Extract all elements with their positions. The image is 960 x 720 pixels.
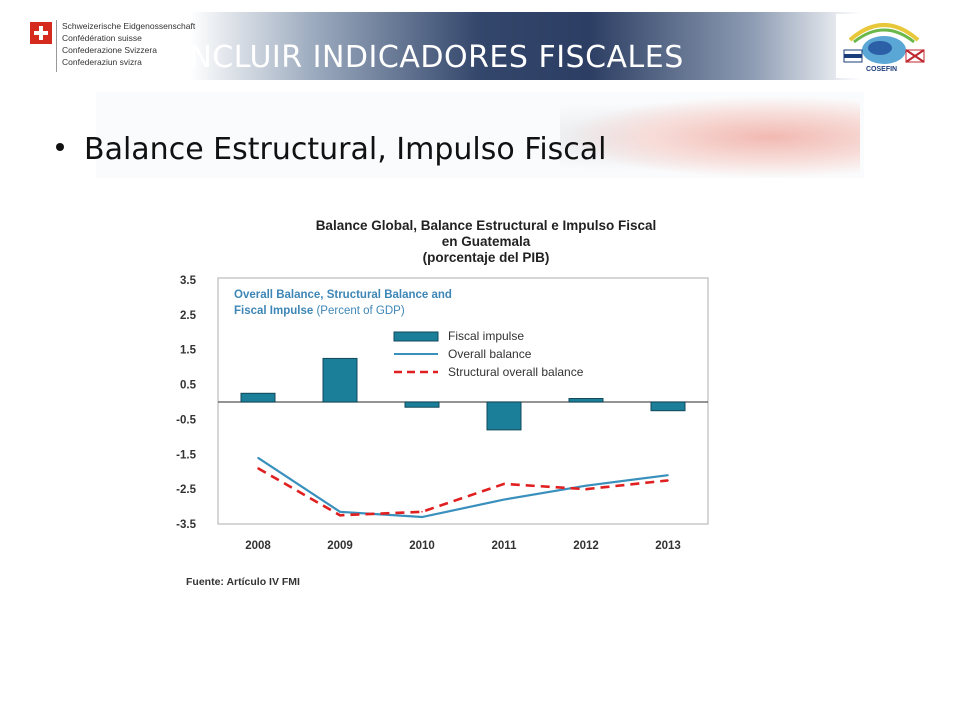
bar-fiscal-impulse (486, 401, 522, 431)
point-overall-balance (339, 511, 341, 513)
inner-title-note: (Percent of GDP) (316, 305, 404, 317)
legend: Fiscal impulse Overall balance Structura… (393, 329, 584, 379)
chart-title-line-1: Balance Global, Balance Estructural e Im… (316, 218, 657, 233)
line-overall-balance (257, 456, 669, 519)
x-tick-label: 2013 (655, 540, 681, 552)
cosefin-logo-icon (843, 23, 925, 64)
chart-svg: Balance Global, Balance Estructural e Im… (176, 218, 709, 588)
y-tick-label: 3.5 (180, 275, 197, 287)
header-band (26, 12, 934, 80)
header-divider (56, 20, 57, 72)
bar-fiscal-impulse (650, 401, 686, 412)
inner-title-line-2: Fiscal Impulse (Percent of GDP) (234, 305, 405, 317)
slide-title: INCLUIR INDICADORES FISCALES (180, 40, 684, 75)
x-tick-label: 2008 (245, 540, 271, 552)
swiss-name-it: Confederazione Svizzera (62, 45, 157, 55)
x-tick-label: 2012 (573, 540, 599, 552)
bullet-dot-icon (56, 142, 64, 151)
y-tick-label: 1.5 (180, 345, 197, 357)
y-tick-label: -3.5 (176, 519, 196, 531)
background-map-image (560, 96, 860, 178)
point-overall-balance (503, 498, 505, 501)
line-structural-balance (257, 467, 669, 517)
bullet-text: Balance Estructural, Impulso Fiscal (84, 132, 607, 167)
inner-title-line-1: Overall Balance, Structural Balance and (234, 289, 452, 301)
bar-fiscal-impulse (404, 401, 440, 408)
swiss-confederation-names: Schweizerische Eidgenossenschaft Confédé… (62, 20, 195, 68)
bar-fiscal-impulse (322, 357, 358, 403)
y-tick-label: -1.5 (176, 449, 196, 461)
point-structural-balance (257, 467, 259, 470)
legend-label-fiscal-impulse: Fiscal impulse (448, 329, 524, 343)
y-tick-label: -0.5 (176, 414, 196, 426)
y-tick-label: 2.5 (180, 310, 197, 322)
point-overall-balance (257, 456, 259, 459)
chart-source: Fuente: Artículo IV FMI (186, 576, 300, 588)
swiss-name-fr: Confédération suisse (62, 33, 142, 43)
legend-label-overall-balance: Overall balance (448, 347, 532, 361)
cosefin-logo-label: COSEFIN (866, 66, 898, 73)
legend-label-structural-balance: Structural overall balance (448, 365, 584, 379)
chart-title-line-2: en Guatemala (442, 234, 531, 249)
bullet-item: Balance Estructural, Impulso Fiscal (56, 132, 607, 167)
plot-frame (217, 277, 709, 525)
y-tick-label: -2.5 (176, 484, 196, 496)
point-structural-balance (421, 511, 423, 513)
chart-title-line-3: (porcentaje del PIB) (423, 250, 550, 265)
point-overall-balance (667, 474, 669, 477)
x-tick-label: 2011 (492, 540, 518, 552)
point-overall-balance (585, 484, 587, 487)
inner-title-bold: Fiscal Impulse (234, 305, 313, 317)
swiss-flag-icon (30, 22, 52, 44)
bar-fiscal-impulse (568, 398, 604, 403)
x-tick-label: 2009 (327, 540, 353, 552)
point-structural-balance (503, 483, 505, 485)
chart-area: Balance Global, Balance Estructural e Im… (96, 178, 864, 648)
swiss-name-rm: Confederaziun svizra (62, 57, 142, 67)
bar-fiscal-impulse (240, 392, 276, 403)
legend-swatch-fiscal-impulse (393, 331, 439, 342)
swiss-name-de: Schweizerische Eidgenossenschaft (62, 21, 196, 31)
y-tick-label: 0.5 (180, 380, 197, 392)
point-structural-balance (667, 479, 669, 482)
point-structural-balance (339, 514, 341, 517)
x-tick-label: 2010 (409, 540, 435, 552)
point-structural-balance (585, 488, 587, 490)
cosefin-logo: COSEFIN (836, 14, 932, 78)
point-overall-balance (421, 516, 423, 518)
